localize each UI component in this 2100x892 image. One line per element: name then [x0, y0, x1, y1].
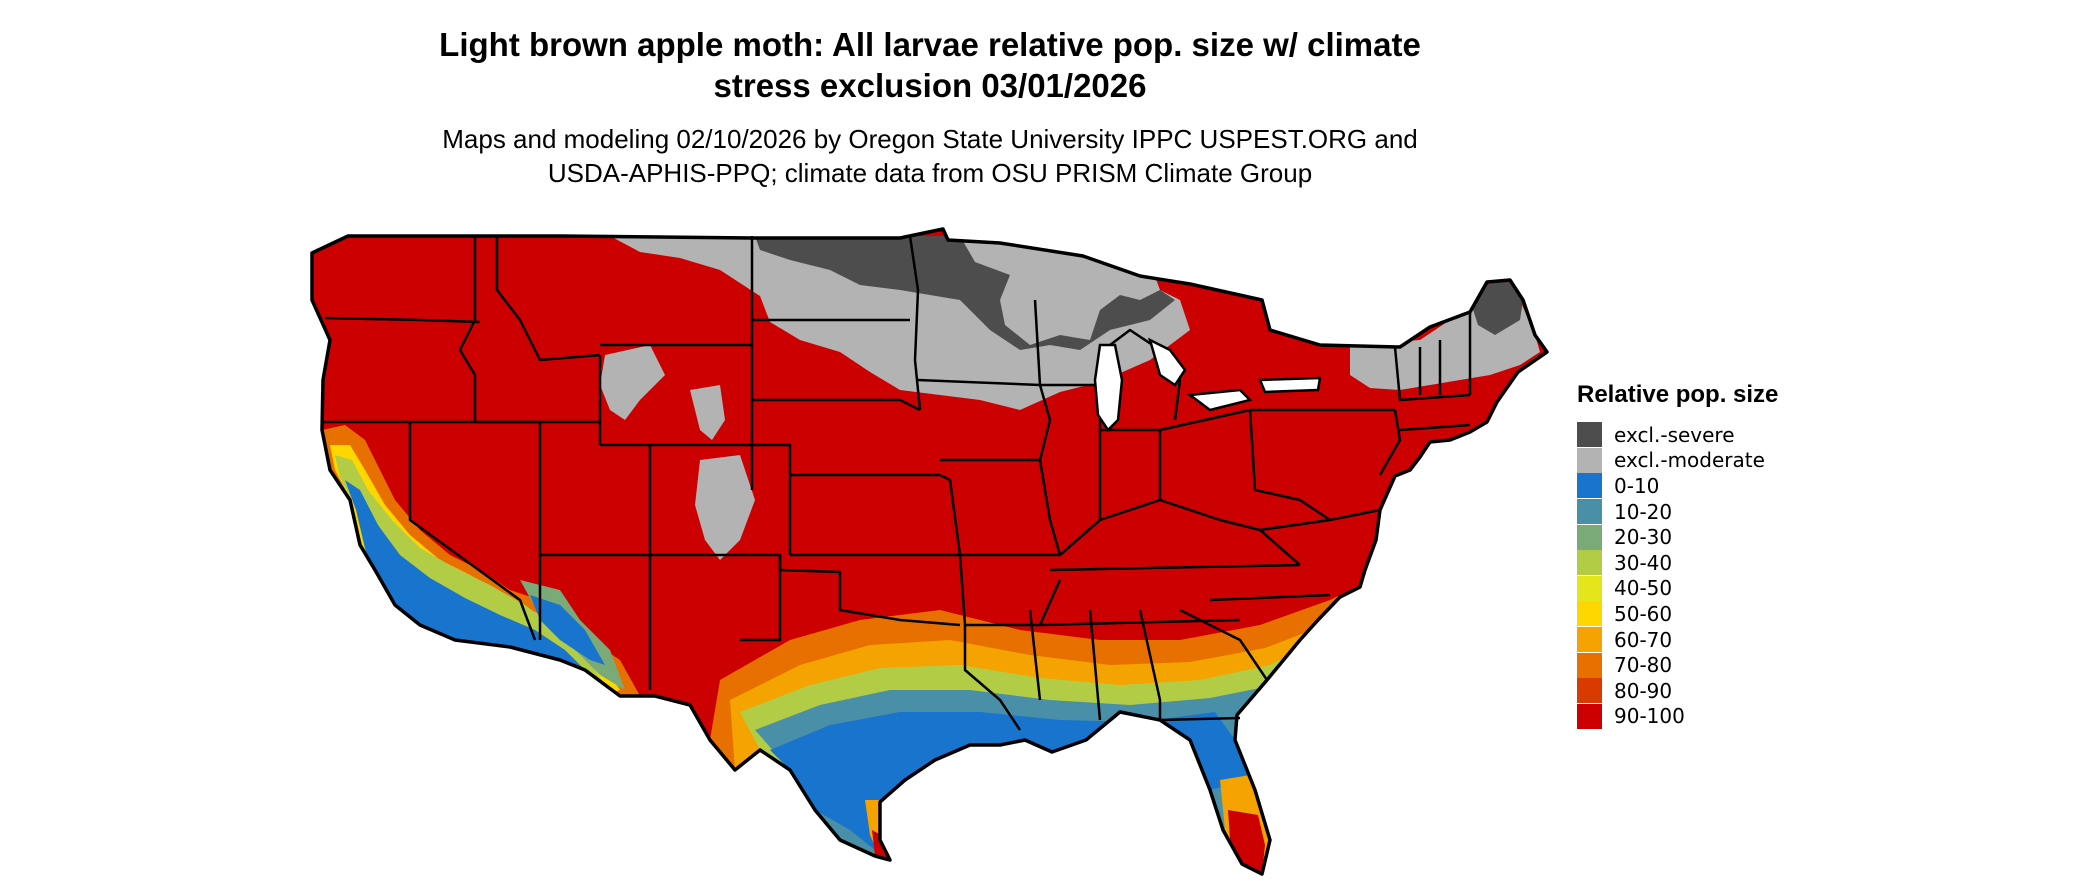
map-subtitle: Maps and modeling 02/10/2026 by Oregon S…	[380, 122, 1480, 190]
swatch-30-40	[1577, 550, 1602, 576]
legend-label: 60-70	[1614, 627, 1673, 652]
state-borders	[323, 235, 1472, 731]
swatch-20-30	[1577, 524, 1602, 550]
legend-item: 30-40	[1577, 550, 1897, 576]
legend-item: 60-70	[1577, 627, 1897, 653]
map-title-line2: stress exclusion 03/01/2026	[713, 67, 1147, 104]
legend-item: 50-60	[1577, 601, 1897, 627]
map-subtitle-line1: Maps and modeling 02/10/2026 by Oregon S…	[442, 124, 1418, 154]
swatch-50-60	[1577, 601, 1602, 627]
legend-title: Relative pop. size	[1577, 381, 1779, 408]
swatch-40-50	[1577, 575, 1602, 601]
swatch-excl-moderate	[1577, 447, 1602, 473]
legend-label: 80-90	[1614, 678, 1673, 703]
swatch-10-20	[1577, 499, 1602, 525]
swatch-70-80	[1577, 652, 1602, 678]
legend-item: 10-20	[1577, 499, 1897, 525]
legend-label: 70-80	[1614, 653, 1673, 678]
swatch-90-100	[1577, 703, 1602, 729]
legend-item: 0-10	[1577, 473, 1897, 499]
legend-label: 20-30	[1614, 525, 1673, 550]
legend-label: 10-20	[1614, 499, 1673, 524]
swatch-80-90	[1577, 678, 1602, 704]
legend-item: excl.-severe	[1577, 422, 1897, 448]
map-legend: Relative pop. size excl.-severe excl.-mod…	[1577, 380, 1897, 729]
map-subtitle-line2: USDA-APHIS-PPQ; climate data from OSU PR…	[547, 158, 1313, 188]
legend-item: excl.-moderate	[1577, 447, 1897, 474]
legend-item: 80-90	[1577, 678, 1897, 704]
legend-label: excl.-severe	[1614, 422, 1735, 447]
us-outline	[310, 227, 1549, 876]
swatch-excl-severe	[1577, 422, 1602, 448]
legend-items: excl.-severe excl.-moderate 0-10 10-20 20-30…	[1577, 422, 1897, 729]
map-title: Light brown apple moth: All larvae relat…	[380, 24, 1480, 106]
legend-label: 90-100	[1614, 704, 1685, 729]
legend-label: 40-50	[1614, 576, 1673, 601]
great-lakes	[1093, 337, 1322, 432]
legend-label: excl.-moderate	[1614, 448, 1765, 473]
swatch-60-70	[1577, 627, 1602, 653]
swatch-0-10	[1577, 473, 1602, 499]
legend-item: 90-100	[1577, 703, 1897, 730]
legend-label: 0-10	[1614, 473, 1660, 498]
legend-label: 30-40	[1614, 550, 1673, 575]
map-title-line1: Light brown apple moth: All larvae relat…	[439, 26, 1421, 63]
legend-item: 40-50	[1577, 575, 1897, 602]
legend-item: 70-80	[1577, 652, 1897, 678]
legend-item: 20-30	[1577, 524, 1897, 550]
legend-label: 50-60	[1614, 601, 1673, 626]
